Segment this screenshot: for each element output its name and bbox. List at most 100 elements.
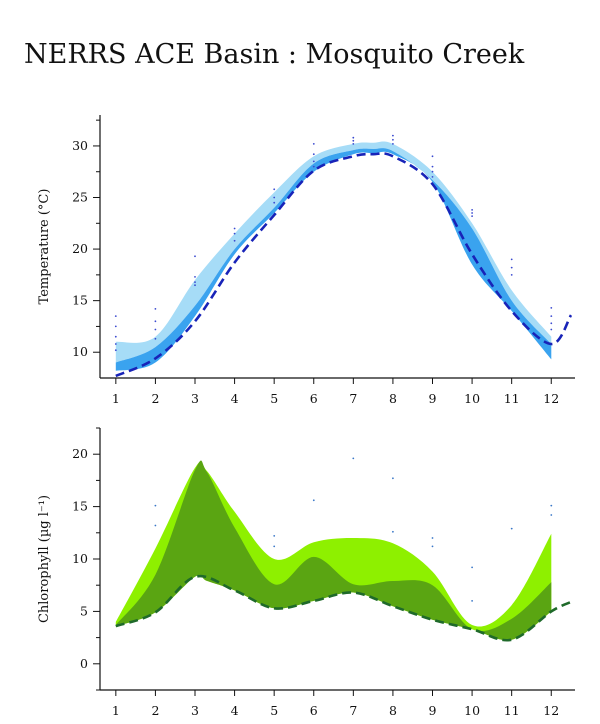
temperature-point (114, 325, 117, 328)
chlorophyll-x-tick-label: 1 (112, 703, 120, 718)
page-title: NERRS ACE Basin : Mosquito Creek (24, 39, 525, 70)
temperature-x-tick-label: 3 (191, 391, 199, 406)
chlorophyll-point (431, 545, 434, 548)
temperature-point (194, 255, 196, 258)
temperature-point (114, 349, 117, 352)
temperature-point (312, 153, 315, 156)
chlorophyll-y-tick-label: 20 (72, 446, 88, 461)
chlorophyll-x-tick-label: 11 (504, 703, 520, 718)
temperature-point (194, 276, 196, 278)
temperature-point (352, 136, 355, 139)
temperature-light-band (115, 141, 552, 363)
temperature-x-tick-label: 4 (231, 391, 239, 406)
chlorophyll-x-tick-label: 6 (310, 703, 318, 718)
temperature-point (431, 170, 434, 173)
chlorophyll-y-tick-label: 15 (72, 499, 88, 514)
temperature-point (392, 138, 394, 141)
temperature-point (154, 320, 157, 323)
temperature-x-tick-label: 11 (504, 391, 520, 406)
temperature-point (471, 215, 473, 218)
temperature-point (312, 165, 315, 168)
chlorophyll-y-tick-label: 5 (80, 603, 88, 618)
chlorophyll-point (510, 527, 513, 530)
temperature-x-tick-label: 8 (389, 391, 397, 406)
temperature-mean-line (115, 152, 573, 378)
chlorophyll-point (471, 566, 473, 569)
temperature-point (550, 322, 553, 325)
temperature-y-tick-label: 30 (72, 138, 88, 153)
temperature-point (233, 232, 236, 235)
temperature-point (510, 266, 513, 269)
chlorophyll-point (392, 530, 394, 533)
temperature-y-axis-label: Temperature (°C) (37, 189, 52, 305)
chlorophyll-x-tick-label: 10 (464, 703, 480, 718)
temperature-point (431, 165, 434, 168)
chlorophyll-point (392, 477, 394, 480)
temperature-x-tick-label: 12 (543, 391, 559, 406)
chlorophyll-point (273, 545, 276, 548)
temperature-point (550, 315, 553, 317)
chlorophyll-point (312, 499, 315, 502)
temperature-point (392, 134, 394, 137)
chlorophyll-point (352, 457, 355, 460)
temperature-point (510, 274, 513, 276)
chlorophyll-x-tick-label: 3 (191, 703, 199, 718)
temperature-point (273, 201, 276, 204)
temperature-point (114, 315, 117, 317)
chlorophyll-x-tick-label: 4 (231, 703, 239, 718)
temperature-point (312, 160, 315, 163)
temperature-point (154, 328, 157, 331)
temperature-observation-points (114, 134, 553, 352)
chlorophyll-dark-band (115, 460, 552, 641)
temperature-point (194, 284, 196, 287)
temperature-x-tick-label: 2 (151, 391, 159, 406)
temperature-point (154, 308, 157, 310)
temperature-point (194, 281, 196, 283)
temperature-x-tick-label: 9 (429, 391, 437, 406)
temperature-point (233, 227, 236, 230)
temperature-point (550, 328, 553, 331)
temperature-y-tick-label: 25 (72, 190, 88, 205)
chlorophyll-point (471, 600, 473, 602)
chlorophyll-point (273, 535, 276, 537)
temperature-dark-band (115, 148, 552, 371)
temperature-x-tick-label: 10 (464, 391, 480, 406)
chlorophyll-point (154, 504, 157, 507)
temperature-point (154, 337, 157, 340)
temperature-x-tick-label: 7 (349, 391, 357, 406)
temperature-y-tick-label: 20 (72, 241, 88, 256)
temperature-x-tick-label: 5 (270, 391, 278, 406)
temperature-point (510, 258, 513, 261)
chlorophyll-point (550, 504, 553, 507)
temperature-y-tick-label: 10 (72, 344, 88, 359)
temperature-x-tick-label: 6 (310, 391, 318, 406)
temperature-point (431, 155, 434, 158)
chlorophyll-x-tick-label: 7 (349, 703, 357, 718)
temperature-point (471, 212, 473, 214)
temperature-point (273, 196, 276, 199)
chlorophyll-x-tick-label: 9 (429, 703, 437, 718)
chlorophyll-point (431, 537, 434, 539)
temperature-point (392, 143, 394, 145)
temperature-y-tick-label: 15 (72, 293, 88, 308)
chlorophyll-point (154, 524, 157, 527)
chlorophyll-y-tick-label: 10 (72, 551, 88, 566)
chlorophyll-x-tick-label: 8 (389, 703, 397, 718)
temperature-point (352, 143, 355, 145)
temperature-point (273, 188, 276, 191)
temperature-point (312, 143, 315, 145)
chlorophyll-y-tick-label: 0 (80, 656, 88, 671)
temperature-point (550, 307, 553, 309)
temperature-point (431, 176, 434, 178)
temperature-x-tick-label: 1 (112, 391, 120, 406)
chlorophyll-observation-points (154, 457, 553, 602)
temperature-point (114, 335, 117, 338)
chlorophyll-point (550, 514, 553, 516)
temperature-point (352, 139, 355, 142)
chlorophyll-y-axis-label: Chlorophyll (µg l⁻¹) (37, 495, 52, 623)
